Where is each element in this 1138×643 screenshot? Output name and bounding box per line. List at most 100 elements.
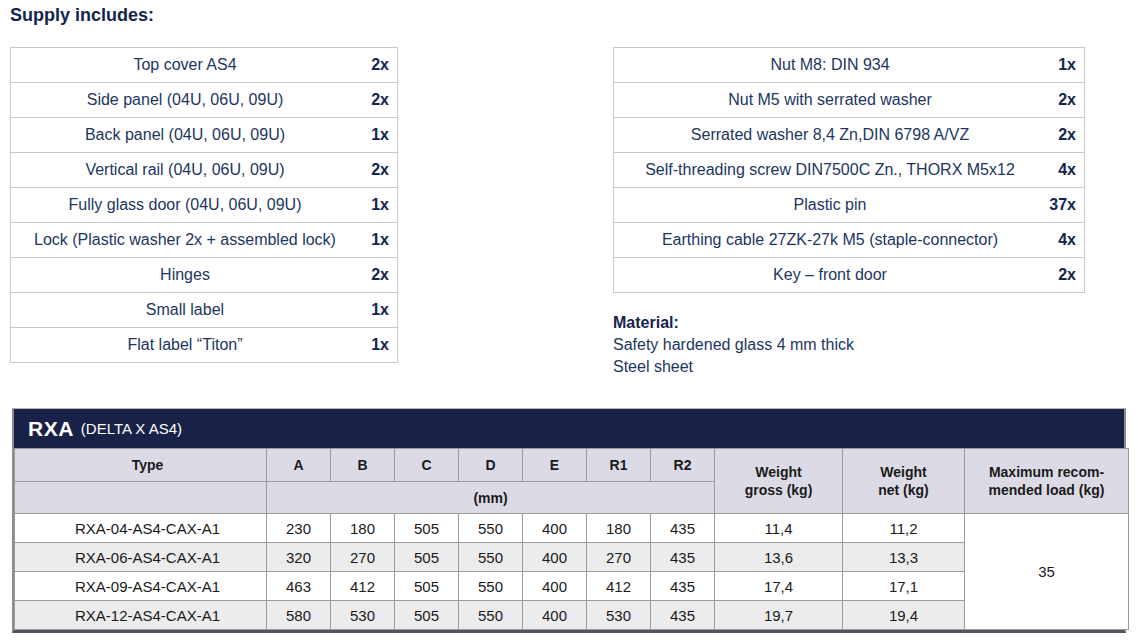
spec-value-cell: 13,3: [843, 543, 965, 572]
supply-item-qty: 1x: [355, 126, 397, 144]
spec-data-row: RXA-09-AS4-CAX-A146341250555040041243517…: [15, 572, 1129, 601]
supply-row: Hinges2x: [10, 258, 398, 293]
supply-item-qty: 2x: [355, 161, 397, 179]
supply-item-label: Self-threading screw DIN7500C Zn., THORX…: [614, 161, 1042, 179]
spec-value-cell: 550: [459, 543, 523, 572]
supply-row: Self-threading screw DIN7500C Zn., THORX…: [613, 153, 1085, 188]
spec-value-cell: 412: [331, 572, 395, 601]
spec-value-cell: 270: [587, 543, 651, 572]
datasheet-page: { "page": { "heading": "Supply includes:…: [0, 0, 1138, 643]
supply-item-label: Vertical rail (04U, 06U, 09U): [11, 161, 355, 179]
spec-col-weight-gross: Weight gross (kg): [715, 449, 843, 514]
spec-data-row: RXA-06-AS4-CAX-A132027050555040027043513…: [15, 543, 1129, 572]
spec-table-subtitle: (DELTA X AS4): [81, 420, 182, 437]
spec-value-cell: 400: [523, 543, 587, 572]
spec-header-empty-cell: [15, 482, 267, 514]
supply-row: Nut M8: DIN 9341x: [613, 48, 1085, 83]
spec-type-cell: RXA-09-AS4-CAX-A1: [15, 572, 267, 601]
supply-row: Fully glass door (04U, 06U, 09U)1x: [10, 188, 398, 223]
spec-col-max-load: Maximum recom- mended load (kg): [965, 449, 1129, 514]
spec-value-cell: 19,4: [843, 601, 965, 630]
spec-col-type: Type: [15, 449, 267, 482]
supply-item-label: Plastic pin: [614, 196, 1042, 214]
spec-value-cell: 550: [459, 601, 523, 630]
supply-row: Vertical rail (04U, 06U, 09U)2x: [10, 153, 398, 188]
material-section: Material: Safety hardened glass 4 mm thi…: [613, 312, 854, 378]
spec-table-title: RXA: [28, 417, 74, 441]
supply-item-label: Fully glass door (04U, 06U, 09U): [11, 196, 355, 214]
spec-col-r1: R1: [587, 449, 651, 482]
spec-value-cell: 11,4: [715, 514, 843, 543]
supply-item-qty: 1x: [355, 231, 397, 249]
spec-table-titlebar: RXA (DELTA X AS4): [14, 409, 1124, 448]
spec-value-cell: 270: [331, 543, 395, 572]
supply-item-label: Top cover AS4: [11, 56, 355, 74]
supply-item-label: Key – front door: [614, 266, 1042, 284]
supply-row: Flat label “Titon”1x: [10, 328, 398, 363]
spec-max-load-cell: 35: [965, 514, 1129, 630]
page-title: Supply includes:: [10, 5, 154, 26]
supply-item-qty: 37x: [1042, 196, 1084, 214]
spec-value-cell: 550: [459, 572, 523, 601]
spec-unit-label: (mm): [267, 482, 715, 514]
spec-data-row: RXA-04-AS4-CAX-A123018050555040018043511…: [15, 514, 1129, 543]
material-line: Safety hardened glass 4 mm thick: [613, 334, 854, 356]
spec-type-cell: RXA-12-AS4-CAX-A1: [15, 601, 267, 630]
supply-list-left: Top cover AS42xSide panel (04U, 06U, 09U…: [10, 47, 398, 363]
spec-value-cell: 505: [395, 514, 459, 543]
supply-item-qty: 1x: [1042, 56, 1084, 74]
spec-col-a: A: [267, 449, 331, 482]
spec-value-cell: 17,1: [843, 572, 965, 601]
supply-item-qty: 2x: [355, 56, 397, 74]
spec-value-cell: 435: [651, 514, 715, 543]
supply-item-label: Serrated washer 8,4 Zn,DIN 6798 A/VZ: [614, 126, 1042, 144]
supply-item-label: Nut M8: DIN 934: [614, 56, 1042, 74]
spec-value-cell: 505: [395, 572, 459, 601]
spec-table: Type A B C D E R1 R2 Weight gross (kg) W…: [14, 448, 1129, 630]
supply-row: Serrated washer 8,4 Zn,DIN 6798 A/VZ2x: [613, 118, 1085, 153]
spec-type-cell: RXA-04-AS4-CAX-A1: [15, 514, 267, 543]
spec-value-cell: 435: [651, 543, 715, 572]
supply-item-label: Nut M5 with serrated washer: [614, 91, 1042, 109]
spec-value-cell: 400: [523, 601, 587, 630]
supply-row: Plastic pin37x: [613, 188, 1085, 223]
spec-col-r2: R2: [651, 449, 715, 482]
spec-value-cell: 400: [523, 572, 587, 601]
spec-value-cell: 530: [331, 601, 395, 630]
spec-value-cell: 505: [395, 601, 459, 630]
spec-value-cell: 550: [459, 514, 523, 543]
supply-item-label: Earthing cable 27ZK-27k M5 (staple-conne…: [614, 231, 1042, 249]
supply-item-label: Side panel (04U, 06U, 09U): [11, 91, 355, 109]
spec-header-row-1: Type A B C D E R1 R2 Weight gross (kg) W…: [15, 449, 1129, 482]
supply-item-qty: 2x: [1042, 126, 1084, 144]
supply-list-right: Nut M8: DIN 9341xNut M5 with serrated wa…: [613, 47, 1085, 293]
material-line: Steel sheet: [613, 356, 854, 378]
supply-row: Back panel (04U, 06U, 09U)1x: [10, 118, 398, 153]
supply-item-qty: 1x: [355, 336, 397, 354]
spec-value-cell: 320: [267, 543, 331, 572]
supply-item-qty: 4x: [1042, 231, 1084, 249]
spec-value-cell: 412: [587, 572, 651, 601]
spec-data-row: RXA-12-AS4-CAX-A158053050555040053043519…: [15, 601, 1129, 630]
spec-value-cell: 435: [651, 601, 715, 630]
supply-row: Key – front door2x: [613, 258, 1085, 293]
spec-value-cell: 11,2: [843, 514, 965, 543]
supply-item-qty: 2x: [355, 91, 397, 109]
spec-col-b: B: [331, 449, 395, 482]
spec-col-c: C: [395, 449, 459, 482]
supply-row: Lock (Plastic washer 2x + assembled lock…: [10, 223, 398, 258]
spec-value-cell: 19,7: [715, 601, 843, 630]
spec-value-cell: 17,4: [715, 572, 843, 601]
supply-row: Earthing cable 27ZK-27k M5 (staple-conne…: [613, 223, 1085, 258]
supply-item-label: Flat label “Titon”: [11, 336, 355, 354]
spec-value-cell: 400: [523, 514, 587, 543]
spec-value-cell: 180: [587, 514, 651, 543]
spec-col-e: E: [523, 449, 587, 482]
spec-value-cell: 580: [267, 601, 331, 630]
spec-col-d: D: [459, 449, 523, 482]
supply-item-qty: 2x: [1042, 266, 1084, 284]
supply-item-label: Lock (Plastic washer 2x + assembled lock…: [11, 231, 355, 249]
spec-table-section: RXA (DELTA X AS4) Type A B C D E R1 R2 W…: [12, 408, 1126, 633]
supply-item-qty: 2x: [355, 266, 397, 284]
supply-item-qty: 1x: [355, 301, 397, 319]
